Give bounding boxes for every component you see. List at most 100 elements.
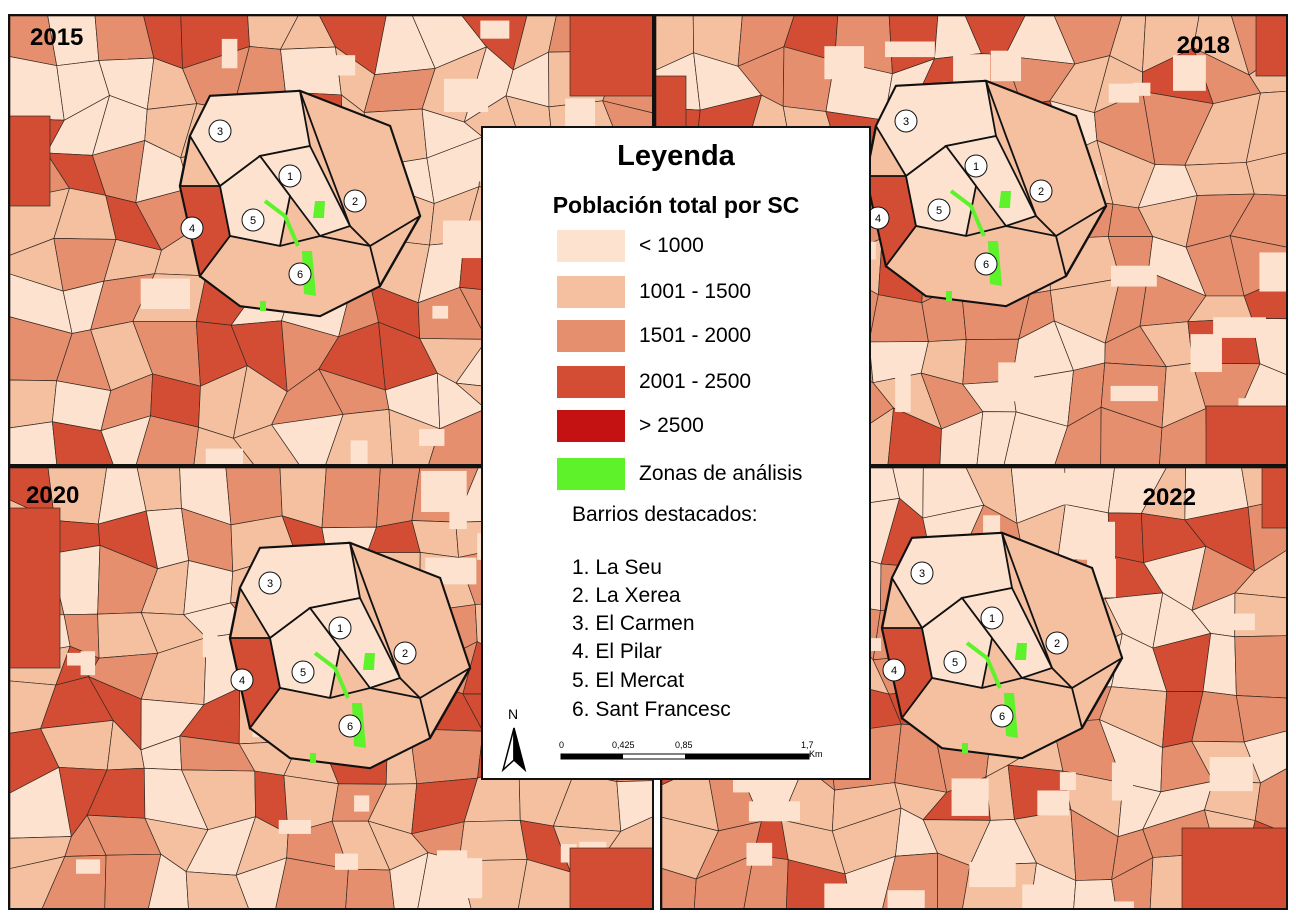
census-block xyxy=(428,408,487,464)
census-block xyxy=(148,853,189,908)
barrio-marker-number: 3 xyxy=(267,578,273,590)
barrio-marker: 6 xyxy=(288,262,312,286)
census-block-gap xyxy=(221,38,238,69)
barrio-marker-circle xyxy=(328,616,352,640)
scale-bar-graphic xyxy=(560,753,810,760)
barrio-marker-circle xyxy=(258,571,282,595)
census-block xyxy=(458,820,528,862)
barrio-marker-number: 4 xyxy=(239,675,245,687)
census-block xyxy=(1234,635,1286,699)
census-block-high xyxy=(10,507,61,669)
census-block-gap xyxy=(1213,317,1266,338)
census-block-gap xyxy=(354,795,370,812)
barrio-marker-number: 2 xyxy=(1038,186,1044,198)
scale-bar: 0 0,425 0,85 1,7 Km xyxy=(559,738,823,768)
census-block xyxy=(388,408,441,464)
census-block xyxy=(1245,152,1286,196)
census-block xyxy=(275,857,349,908)
barrio-item: 6. Sant Francesc xyxy=(572,698,731,721)
barrio-marker-circle xyxy=(894,109,918,133)
barrio-marker-circle xyxy=(343,189,367,213)
choropleth-map: 1 2 3 4 5 6 xyxy=(10,468,652,908)
barrio-marker: 2 xyxy=(1029,179,1053,203)
census-block xyxy=(136,415,199,464)
legend-item: 2001 - 2500 xyxy=(557,366,857,400)
barrio-marker-circle xyxy=(180,216,204,240)
map-panel-2015: 1 2 3 4 5 6 2015 xyxy=(8,14,654,466)
legend-swatch xyxy=(557,458,625,490)
barrio-marker-number: 5 xyxy=(952,657,958,669)
scale-tick-label: 1,7 xyxy=(801,740,814,750)
census-block xyxy=(1073,879,1117,908)
barrio-item: 5. El Mercat xyxy=(572,669,685,692)
legend-label: 1501 - 2000 xyxy=(639,324,752,347)
census-block xyxy=(937,852,971,908)
legend-item: > 2500 xyxy=(557,410,857,444)
barrio-marker-number: 4 xyxy=(875,213,881,225)
barrio-marker: 6 xyxy=(990,704,1014,728)
legend-label: < 1000 xyxy=(639,234,704,257)
census-block xyxy=(1100,406,1163,464)
census-block-gap xyxy=(334,853,359,870)
census-block-gap xyxy=(895,371,911,412)
census-block-high xyxy=(1261,468,1286,529)
census-block-gap xyxy=(278,819,311,834)
scale-tick-label: 0,85 xyxy=(675,740,693,750)
barrio-marker-number: 1 xyxy=(989,613,995,625)
census-block xyxy=(1111,856,1154,908)
barrio-marker: 3 xyxy=(910,561,934,585)
scale-tick-label: 0,425 xyxy=(612,740,635,750)
barrio-item: 2. La Xerea xyxy=(572,584,681,607)
analysis-zone xyxy=(949,189,986,237)
barrio-marker-circle xyxy=(910,561,934,585)
barrio-marker: 5 xyxy=(241,208,265,232)
census-block-gap xyxy=(748,801,800,822)
barrio-marker-number: 3 xyxy=(217,126,223,138)
scale-unit: Km xyxy=(809,749,823,759)
barrio-marker-circle xyxy=(338,714,362,738)
barrio-marker: 2 xyxy=(343,189,367,213)
census-block-gap xyxy=(998,362,1035,402)
barrio-marker: 5 xyxy=(927,198,951,222)
legend-label: 1001 - 1500 xyxy=(639,280,752,303)
barrio-marker-number: 3 xyxy=(919,568,925,580)
barrio-marker: 2 xyxy=(1045,631,1069,655)
barrio-marker-circle xyxy=(288,262,312,286)
legend-label: Zonas de análisis xyxy=(639,462,803,485)
census-block-gap xyxy=(1111,265,1157,287)
analysis-zone xyxy=(363,653,375,670)
census-block xyxy=(225,468,283,526)
analysis-zone xyxy=(263,199,300,247)
census-block xyxy=(10,421,58,464)
census-block-gap xyxy=(444,78,489,113)
analysis-zone xyxy=(1015,643,1027,660)
scale-tick-label: 0 xyxy=(559,740,565,750)
census-block-gap xyxy=(335,55,356,76)
barrio-item: 1. La Seu xyxy=(572,556,662,579)
census-block xyxy=(1054,406,1102,464)
census-block xyxy=(51,421,114,464)
barrio-marker-number: 1 xyxy=(973,161,979,173)
census-block-gap xyxy=(1133,82,1151,96)
census-block xyxy=(345,868,395,908)
census-block-gap xyxy=(1209,757,1253,792)
census-block xyxy=(235,857,288,908)
barrio-marker: 3 xyxy=(208,119,232,143)
census-block xyxy=(518,858,574,908)
census-block xyxy=(1235,695,1286,743)
barrio-marker-circle xyxy=(241,208,265,232)
census-block-gap xyxy=(990,50,1022,82)
barrio-marker-circle xyxy=(278,164,302,188)
barrio-marker-number: 2 xyxy=(1054,638,1060,650)
legend-subtitle: Población total por SC xyxy=(552,192,800,218)
map-legend: Leyenda Población total por SC < 1000 10… xyxy=(481,126,871,780)
census-block-gap xyxy=(76,859,101,874)
census-block xyxy=(1159,408,1208,464)
barrios-title: Barrios destacados: xyxy=(572,503,758,526)
legend-swatch xyxy=(557,230,625,262)
year-label: 2018 xyxy=(1176,32,1230,59)
analysis-zone xyxy=(260,301,266,311)
census-block-high xyxy=(569,16,652,97)
barrio-marker: 4 xyxy=(230,668,254,692)
year-label: 2020 xyxy=(26,482,80,509)
